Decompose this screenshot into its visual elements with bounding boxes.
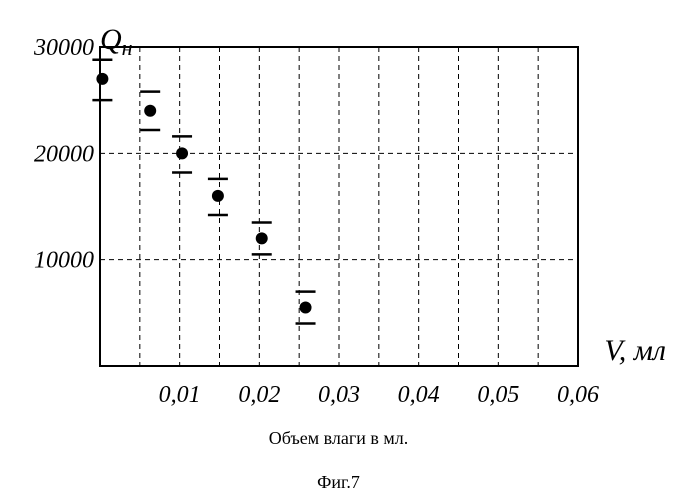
tick-labels: 10000 20000 30000 0,01 0,02 0,03 0,04 0,05 0,06 [33, 35, 599, 408]
x-axis-label: V, мл [604, 334, 666, 367]
grid-lines [100, 47, 578, 366]
data-point [256, 232, 268, 244]
x-tick-label: 0,06 [557, 382, 599, 408]
data-point [300, 302, 312, 314]
y-axis-label-subscript: н [122, 35, 133, 60]
y-tick-label: 20000 [34, 141, 94, 167]
data-points [92, 60, 315, 324]
data-point [96, 73, 108, 85]
figure-caption: Фиг.7 [0, 472, 677, 493]
x-tick-label: 0,05 [477, 382, 519, 408]
y-axis-label-main: Q [100, 23, 122, 56]
x-axis-caption: Объем влаги в мл. [0, 428, 677, 449]
y-tick-label: 10000 [34, 248, 94, 274]
data-point [176, 147, 188, 159]
x-tick-label: 0,02 [238, 382, 280, 408]
x-tick-label: 0,04 [398, 382, 440, 408]
data-point [144, 105, 156, 117]
y-tick-label: 30000 [33, 35, 94, 61]
x-tick-label: 0,03 [318, 382, 360, 408]
x-tick-label: 0,01 [159, 382, 201, 408]
y-axis-label: Qн [100, 23, 133, 60]
data-point [212, 190, 224, 202]
